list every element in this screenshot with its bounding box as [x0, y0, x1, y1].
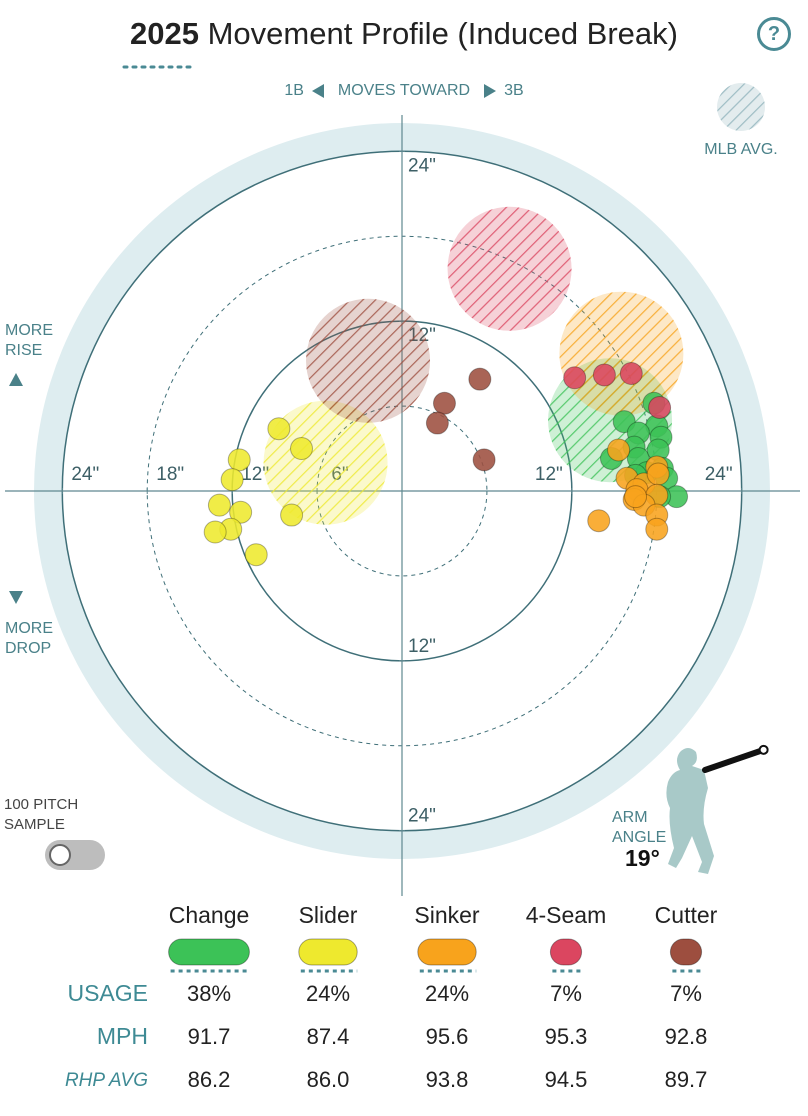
pitch-point — [229, 500, 253, 524]
pitch-point — [280, 503, 304, 527]
pitch-name: Cutter — [655, 902, 718, 928]
title-text: Movement Profile (Induced Break) — [207, 16, 678, 51]
drop-arrow — [9, 591, 23, 604]
x-tick-label: 12" — [241, 464, 269, 485]
more-drop-label: MORE DROP — [5, 620, 53, 657]
arm-angle-label: ARM ANGLE — [612, 809, 667, 846]
pitcher-silhouette — [666, 748, 714, 874]
first-base-label: 1B — [284, 82, 304, 99]
pitch-point — [624, 485, 648, 509]
rhp-avg-value: 89.7 — [665, 1067, 708, 1092]
right-arrow — [484, 84, 497, 98]
more-rise-label: MORE RISE — [5, 322, 53, 359]
x-tick-label: 12" — [535, 464, 563, 485]
y-tick-label: 24" — [408, 806, 436, 827]
rhp-avg-value: 86.2 — [188, 1067, 231, 1092]
mph-value: 95.3 — [545, 1024, 588, 1049]
usage-value: 7% — [550, 981, 582, 1006]
y-tick-label: 24" — [408, 155, 436, 176]
pitch-point — [220, 468, 244, 492]
rise-arrow — [9, 373, 23, 386]
mph-value: 87.4 — [307, 1024, 350, 1049]
usage-pill — [417, 938, 477, 966]
pitch-point — [587, 509, 611, 533]
title: 2025 Movement Profile (Induced Break) — [0, 16, 808, 52]
pitch-point — [619, 362, 643, 386]
mph-value: 91.7 — [188, 1024, 231, 1049]
usage-pill — [168, 938, 250, 966]
y-tick-label: 12" — [408, 636, 436, 657]
toggle-knob — [49, 844, 71, 866]
pitch-name: Sinker — [414, 902, 480, 928]
pitch-point — [607, 438, 631, 462]
mlb-avg-area — [559, 291, 684, 416]
arm-angle-end — [758, 744, 769, 755]
pitch-point — [227, 448, 251, 472]
third-base-label: 3B — [504, 82, 524, 99]
pitch-point — [425, 411, 449, 435]
rhp-avg-value: 86.0 — [307, 1067, 350, 1092]
sample-toggle-label: 100 PITCH SAMPLE — [4, 796, 79, 833]
mlb-avg-area — [447, 206, 572, 331]
x-tick-label: 18" — [156, 464, 184, 485]
pitch-point — [244, 543, 268, 567]
pitch-point — [648, 395, 672, 419]
pitch-point — [646, 462, 670, 486]
pitch-point — [468, 367, 492, 391]
pitch-point — [645, 517, 669, 541]
usage-value: 24% — [306, 981, 350, 1006]
mph-value: 95.6 — [426, 1024, 469, 1049]
usage-value: 24% — [425, 981, 469, 1006]
pitch-name: Change — [169, 902, 250, 928]
pitch-point — [592, 363, 616, 387]
pitch-point — [563, 366, 587, 390]
rhp-avg-value: 93.8 — [426, 1067, 469, 1092]
usage-pill — [298, 938, 358, 966]
pitch-point — [472, 448, 496, 472]
legend-swatch — [717, 83, 765, 131]
mph-value: 92.8 — [665, 1024, 708, 1049]
usage-pill — [549, 938, 583, 966]
mlb-avg-area — [306, 298, 431, 423]
pitch-point — [203, 520, 227, 544]
sample-toggle[interactable] — [45, 840, 105, 870]
pitch-name: 4-Seam — [526, 902, 607, 928]
usage-value: 38% — [187, 981, 231, 1006]
legend-label: MLB AVG. — [704, 141, 778, 158]
arm-angle-line — [702, 746, 767, 773]
direction-label: 1B MOVES TOWARD 3B — [0, 82, 808, 100]
row-label: RHP AVG — [65, 1070, 148, 1091]
help-button[interactable]: ? — [757, 17, 791, 51]
pitch-point — [267, 417, 291, 441]
left-arrow — [311, 84, 324, 98]
pitch-name: Slider — [299, 902, 358, 928]
x-tick-label: 24" — [705, 464, 733, 485]
x-tick-label: 24" — [71, 464, 99, 485]
row-label: USAGE — [67, 980, 148, 1006]
usage-pill — [669, 938, 703, 966]
rhp-avg-value: 94.5 — [545, 1067, 588, 1092]
pitch-point — [290, 437, 314, 461]
usage-value: 7% — [670, 981, 702, 1006]
mlb-avg-area — [263, 400, 388, 525]
pitch-point — [207, 493, 231, 517]
pitch-point — [432, 391, 456, 415]
row-label: MPH — [97, 1023, 148, 1049]
arm-angle-value: 19° — [625, 845, 660, 871]
moves-toward-label: MOVES TOWARD — [337, 82, 471, 99]
title-year: 2025 — [130, 16, 199, 51]
